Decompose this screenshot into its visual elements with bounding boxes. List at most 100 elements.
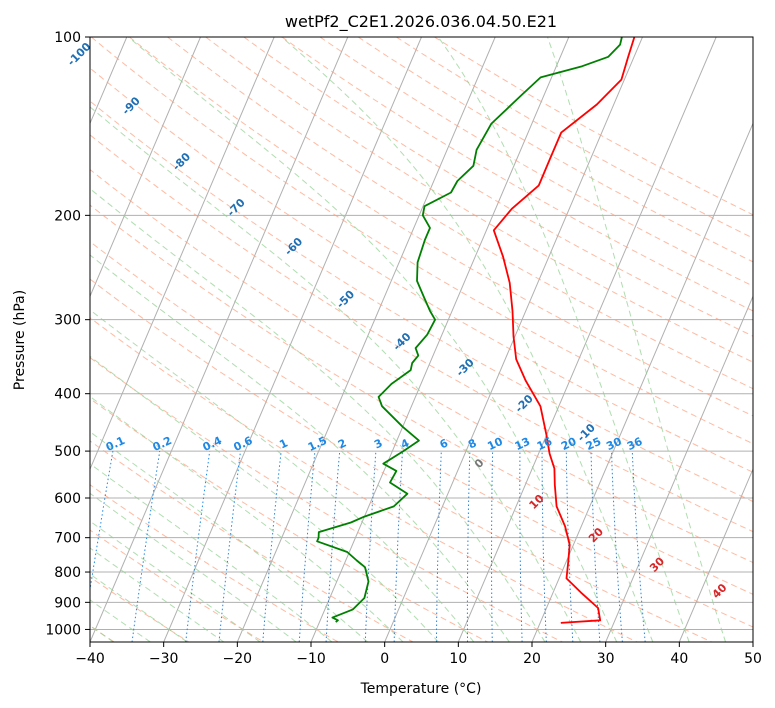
moist-adiabat-label: -50 — [334, 288, 357, 311]
mixing-ratio-label: 20 — [559, 435, 579, 453]
moist-adiabat — [90, 254, 510, 642]
moist-adiabat — [127, 37, 618, 642]
moist-adiabat — [90, 463, 333, 642]
dry-adiabat — [281, 37, 753, 312]
y-tick-label: 300 — [54, 313, 81, 329]
x-tick-label: −20 — [223, 651, 253, 667]
isotherm — [605, 295, 753, 642]
mixing-ratio-line — [611, 451, 623, 642]
moist-adiabat — [90, 573, 188, 642]
dry-adiabat — [90, 204, 753, 595]
mixing-ratio-label: 6 — [438, 436, 451, 451]
mixing-ratio-label: 30 — [604, 435, 624, 453]
dry-adiabat — [90, 440, 414, 642]
mixing-ratio-label: 36 — [625, 435, 645, 453]
dry-adiabat — [434, 37, 753, 216]
mixing-ratio-line — [90, 451, 114, 593]
mixing-ratio-label: 13 — [513, 435, 532, 453]
isotherm — [236, 37, 496, 642]
background-lines — [90, 37, 753, 642]
mixing-ratio-label: 4 — [399, 436, 412, 451]
moist-adiabat — [90, 355, 439, 642]
dry-adiabat-label: 20 — [586, 525, 606, 545]
mixing-ratio-line — [262, 451, 282, 642]
x-tick-label: −10 — [296, 651, 326, 667]
dry-adiabat — [90, 278, 712, 642]
chart-title: wetPf2_C2E1.2026.036.04.50.E21 — [285, 12, 557, 32]
y-tick-label: 100 — [54, 30, 81, 46]
mixing-ratio-label: 3 — [372, 436, 384, 451]
dry-adiabat — [90, 241, 753, 628]
mixing-ratio-line — [218, 451, 241, 642]
isotherm — [678, 467, 753, 642]
isotherm — [90, 37, 349, 642]
dry-adiabat — [90, 356, 563, 642]
dry-adiabat-label: 40 — [710, 581, 730, 601]
mixing-ratio-line — [435, 451, 442, 642]
moist-adiabat — [90, 188, 546, 642]
x-tick-label: 50 — [744, 651, 762, 667]
y-tick-label: 1000 — [45, 622, 81, 638]
x-tick-label: 40 — [670, 651, 688, 667]
isotherm — [752, 640, 753, 642]
data-lines — [316, 37, 636, 624]
dry-adiabat — [357, 37, 753, 263]
mixing-ratio-line — [631, 451, 646, 642]
mixing-ratio-line — [364, 451, 377, 642]
isotherm — [457, 37, 717, 642]
x-tick-label: −30 — [149, 651, 179, 667]
moist-adiabat — [90, 520, 261, 642]
dry-adiabat — [90, 37, 753, 445]
dry-adiabat — [90, 168, 753, 564]
dry-adiabat — [396, 37, 753, 239]
moist-adiabat — [90, 547, 225, 642]
dry-adiabat-label: 0 — [472, 456, 487, 471]
x-axis: −40 −30 −20 −10 0 10 20 30 40 50 — [75, 642, 762, 667]
y-tick-label: 700 — [54, 531, 81, 547]
mixing-ratio-line — [298, 451, 316, 642]
moist-adiabat — [437, 37, 690, 642]
moist-adiabat-label: -40 — [390, 330, 413, 353]
x-tick-label: 10 — [449, 651, 467, 667]
dry-adiabat — [90, 317, 638, 642]
mixing-ratio-label: 16 — [535, 435, 555, 453]
y-tick-label: 900 — [54, 595, 81, 611]
y-axis-label: Pressure (hPa) — [12, 290, 28, 390]
moist-adiabat-label: -90 — [120, 94, 143, 117]
moist-adiabat — [90, 309, 475, 642]
mixing-ratio-line — [185, 451, 211, 642]
moist-adiabat — [90, 599, 151, 642]
line-labels: 0.1 0.2 0.4 0.6 1 1.5 2 3 4 6 8 10 13 16 20 25 30 36-100-… — [65, 40, 730, 601]
dry-adiabat — [167, 37, 753, 390]
mixing-ratio-label: 8 — [466, 436, 478, 451]
y-axis: 100 200 300 400 500 600 700 800 900 1000 — [45, 30, 90, 638]
isotherm — [163, 37, 422, 642]
moist-adiabat-label: -20 — [513, 392, 536, 415]
y-tick-label: 400 — [54, 387, 81, 403]
dry-adiabat — [90, 397, 488, 642]
moist-adiabat — [90, 625, 114, 642]
temperature-line — [492, 37, 636, 624]
x-tick-label: 20 — [523, 651, 541, 667]
y-tick-label: 600 — [54, 491, 81, 507]
x-tick-label: 0 — [380, 651, 389, 667]
y-tick-label: 500 — [54, 444, 81, 460]
dry-adiabat — [90, 100, 753, 503]
isotherm — [90, 37, 275, 471]
moist-adiabat — [90, 492, 297, 642]
moist-adiabat — [547, 37, 726, 642]
moist-adiabat — [90, 106, 582, 642]
x-tick-label: 30 — [597, 651, 615, 667]
mixing-ratio-line — [131, 451, 161, 642]
plot-frame — [89, 36, 754, 643]
dry-adiabat — [90, 576, 190, 642]
mixing-ratio-label: 25 — [584, 435, 603, 453]
mixing-ratio-label: 1 — [277, 436, 289, 451]
dry-adiabat — [319, 37, 753, 287]
dry-adiabat — [90, 529, 264, 642]
dry-adiabat — [90, 134, 753, 533]
y-tick-label: 800 — [54, 565, 81, 581]
isotherm — [531, 122, 753, 642]
dewpoint-line — [316, 37, 623, 623]
